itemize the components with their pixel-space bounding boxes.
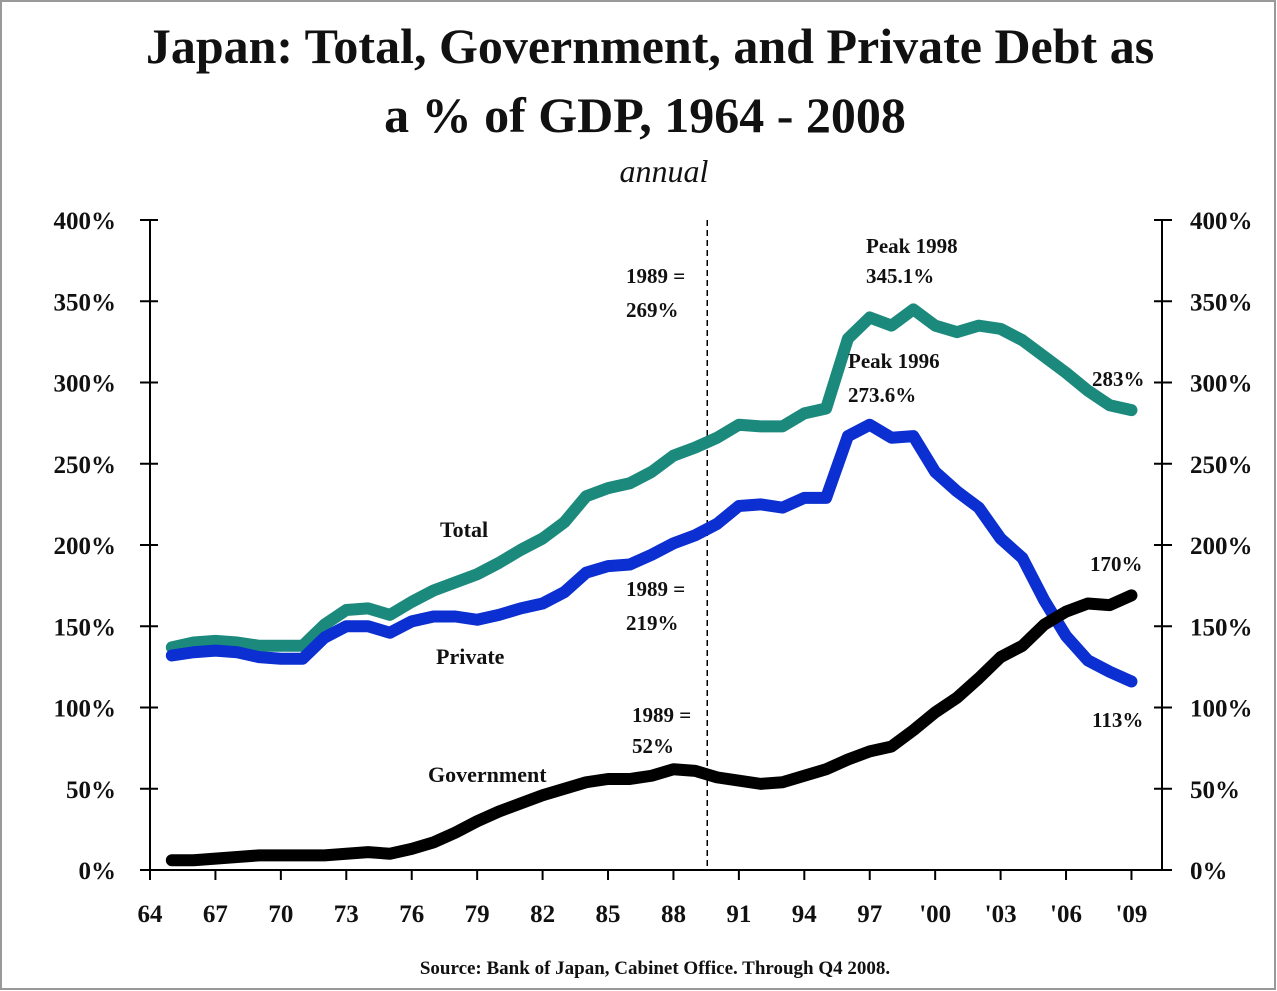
y-tick-label: 50%: [66, 777, 116, 804]
annotation: 52%: [632, 734, 674, 758]
annotation: 113%: [1092, 708, 1143, 732]
annotation: 269%: [626, 298, 679, 322]
annotation: 1989 =: [626, 264, 685, 288]
x-tick-label: 94: [792, 901, 818, 928]
annotation: 283%: [1092, 367, 1145, 391]
y-tick-label: 350%: [54, 289, 117, 316]
series-label: Government: [428, 762, 547, 787]
x-tick-label: 67: [203, 901, 228, 928]
x-tick-label: '09: [1115, 901, 1147, 928]
y2-tick-label: 0%: [1190, 858, 1228, 885]
y2-tick-label: 100%: [1190, 696, 1253, 723]
x-tick-label: 88: [661, 901, 686, 928]
y-tick-label: 250%: [54, 452, 117, 479]
x-tick-label: 85: [596, 901, 621, 928]
series-line: [165, 418, 1138, 688]
y2-tick-label: 300%: [1190, 371, 1253, 398]
series-line: [165, 589, 1138, 867]
x-tick-label: 76: [399, 901, 424, 928]
x-tick-label: 79: [465, 901, 490, 928]
annotation: Peak 1998: [866, 234, 958, 258]
x-tick-label: '00: [919, 901, 951, 928]
y-tick-label: 400%: [54, 208, 117, 235]
y-tick-label: 200%: [54, 533, 117, 560]
x-tick-label: 64: [138, 901, 164, 928]
y-tick-label: 100%: [54, 696, 117, 723]
y2-tick-label: 50%: [1190, 777, 1240, 804]
y-tick-label: 0%: [79, 858, 117, 885]
y-tick-label: 300%: [54, 371, 117, 398]
annotation: 170%: [1090, 552, 1143, 576]
series-label: Total: [440, 517, 488, 542]
series-line: [165, 303, 1138, 654]
annotation: 273.6%: [848, 383, 916, 407]
source-note: Source: Bank of Japan, Cabinet Office. T…: [420, 958, 890, 979]
annotation: 219%: [626, 611, 679, 635]
y2-tick-label: 150%: [1190, 614, 1253, 641]
annotation: 1989 =: [632, 703, 691, 727]
y2-tick-label: 200%: [1190, 533, 1253, 560]
annotation: 345.1%: [866, 264, 934, 288]
x-tick-label: '06: [1050, 901, 1082, 928]
chart-subtitle: annual: [620, 153, 709, 189]
x-tick-label: 70: [268, 901, 293, 928]
x-tick-label: 91: [726, 901, 751, 928]
series-label: Private: [436, 644, 505, 669]
x-tick-label: '03: [985, 901, 1017, 928]
annotation: 1989 =: [626, 577, 685, 601]
x-tick-label: 97: [857, 901, 882, 928]
chart-title: a % of GDP, 1964 - 2008: [384, 87, 906, 143]
annotation: Peak 1996: [848, 349, 940, 373]
y2-tick-label: 250%: [1190, 452, 1253, 479]
y2-tick-label: 400%: [1190, 208, 1253, 235]
y-tick-label: 150%: [54, 614, 117, 641]
y2-tick-label: 350%: [1190, 289, 1253, 316]
x-tick-label: 82: [530, 901, 555, 928]
chart-title: Japan: Total, Government, and Private De…: [146, 18, 1154, 74]
x-tick-label: 73: [334, 901, 359, 928]
